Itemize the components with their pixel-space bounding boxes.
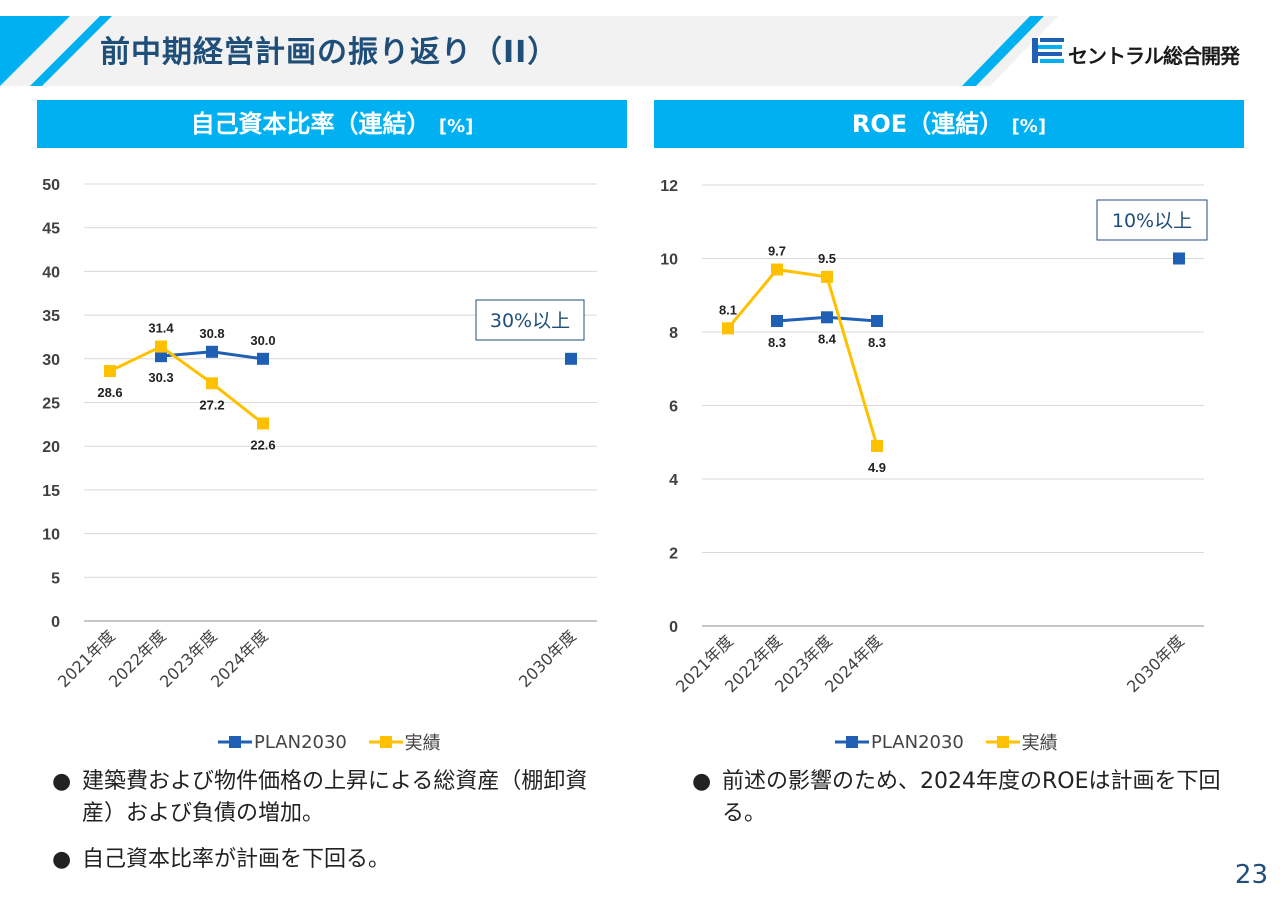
legend-actual-marker [985,736,1020,748]
legend-plan-label: PLAN2030 [871,731,964,753]
legend-plan-marker [835,736,869,748]
x-tick-label: 2030年度 [515,626,580,691]
y-tick-label: 4 [669,472,678,489]
y-tick-label: 12 [660,178,678,195]
actual-series-marker [257,417,269,430]
actual-series-marker [821,270,833,283]
target-callout-box [475,299,585,341]
note-item: ● 自己資本比率が計画を下回る。 [52,844,592,876]
page-title: 前中期経営計画の振り返り（II） [100,35,559,70]
plan-series-marker [155,350,167,363]
bullet-icon: ● [52,769,72,794]
y-tick-label: 35 [42,308,60,325]
actual-series-data-label: 9.7 [768,244,786,259]
plan-series-data-label: 8.4 [818,331,837,346]
actual-series-marker [206,377,218,390]
y-tick-label: 10 [42,527,60,544]
actual-series-data-label: 28.6 [97,385,122,400]
target-callout-box [1096,199,1208,241]
equity-ratio-title: 自己資本比率（連結） [190,110,431,138]
plan-series-marker [771,314,783,327]
roe-heading: ROE（連結） [%] [654,100,1244,148]
actual-series-data-label: 4.9 [868,460,886,475]
y-tick-label: 0 [51,614,60,631]
plan-series-data-label: 30.8 [199,326,224,341]
plan-series-data-label: 30.3 [148,370,173,385]
y-tick-label: 5 [51,570,60,587]
y-tick-label: 40 [42,264,60,281]
target-callout-text: 10%以上 [1112,210,1192,232]
legend-plan-label: PLAN2030 [254,731,347,753]
actual-series-marker [104,365,116,378]
roe-unit: [%] [1011,116,1047,137]
equity-ratio-heading: 自己資本比率（連結） [%] [37,100,627,148]
equity-ratio-unit: [%] [438,116,474,137]
note-text: 自己資本比率が計画を下回る。 [82,847,391,872]
equity-ratio-notes: ● 建築費および物件価格の上昇による総資産（棚卸資産）および負債の増加。 ● 自… [52,766,592,890]
legend-plan: PLAN2030 [218,732,347,753]
page-number: 23 [1234,860,1268,890]
equity-ratio-legend: PLAN2030 実績 [218,729,457,755]
plan-series-marker [257,352,269,365]
note-item: ● 建築費および物件価格の上昇による総資産（棚卸資産）および負債の増加。 [52,766,592,830]
legend-actual-label: 実績 [404,733,441,754]
legend-actual: 実績 [368,729,441,755]
y-tick-label: 10 [660,252,678,269]
actual-series-data-label: 31.4 [148,321,174,336]
actual-series-data-label: 8.1 [719,302,737,317]
roe-notes: ● 前述の影響のため、2024年度のROEは計画を下回る。 [692,766,1232,844]
roe-title: ROE（連結） [851,110,1004,138]
legend-actual: 実績 [985,729,1058,755]
y-tick-label: 6 [669,399,678,416]
slide-header [0,16,1280,86]
y-tick-label: 20 [42,439,60,456]
note-item: ● 前述の影響のため、2024年度のROEは計画を下回る。 [692,766,1232,830]
actual-series-marker [722,322,734,335]
x-tick-label: 2030年度 [1123,631,1188,696]
legend-plan-marker [218,736,252,748]
legend-actual-marker [368,736,403,748]
header-stripes [0,16,1280,86]
y-tick-label: 45 [42,221,60,238]
plan-series-marker [871,314,883,327]
y-tick-label: 8 [669,325,678,342]
logo-mark-icon [1032,38,1064,63]
actual-series-data-label: 9.5 [818,251,836,266]
plan-series-data-label: 30.0 [250,333,275,348]
actual-series-line [726,267,879,447]
bullet-icon: ● [692,769,712,794]
actual-series-marker [871,439,883,452]
y-tick-label: 15 [42,483,60,500]
note-text: 建築費および物件価格の上昇による総資産（棚卸資産）および負債の増加。 [82,769,588,826]
y-tick-label: 25 [42,396,60,413]
actual-series-data-label: 27.2 [199,397,224,412]
note-text: 前述の影響のため、2024年度のROEは計画を下回る。 [722,769,1221,826]
company-logo: セントラル総合開発 [1030,36,1250,70]
actual-series-data-label: 22.6 [250,437,275,452]
y-tick-label: 50 [42,177,60,194]
y-tick-label: 0 [669,619,678,636]
logo-text: セントラル総合開発 [1068,44,1240,68]
actual-series-line [109,344,264,425]
plan-series-data-label: 8.3 [768,335,786,350]
legend-actual-label: 実績 [1021,733,1058,754]
roe-legend: PLAN2030 実績 [835,729,1074,755]
plan-series-data-label: 8.3 [868,335,886,350]
plan-series-marker [206,345,218,358]
equity-ratio-chart: 051015202530354045502021年度2022年度2023年度20… [42,177,597,691]
target-callout-text: 30%以上 [490,310,570,332]
y-tick-label: 30 [42,352,60,369]
plan-series-marker [565,352,577,365]
actual-series-marker [155,340,167,353]
legend-plan: PLAN2030 [835,732,964,753]
bullet-icon: ● [52,847,72,872]
y-tick-label: 2 [669,546,678,563]
actual-series-marker [771,263,783,276]
plan-series-marker [1173,252,1185,265]
plan-series-marker [821,311,833,324]
